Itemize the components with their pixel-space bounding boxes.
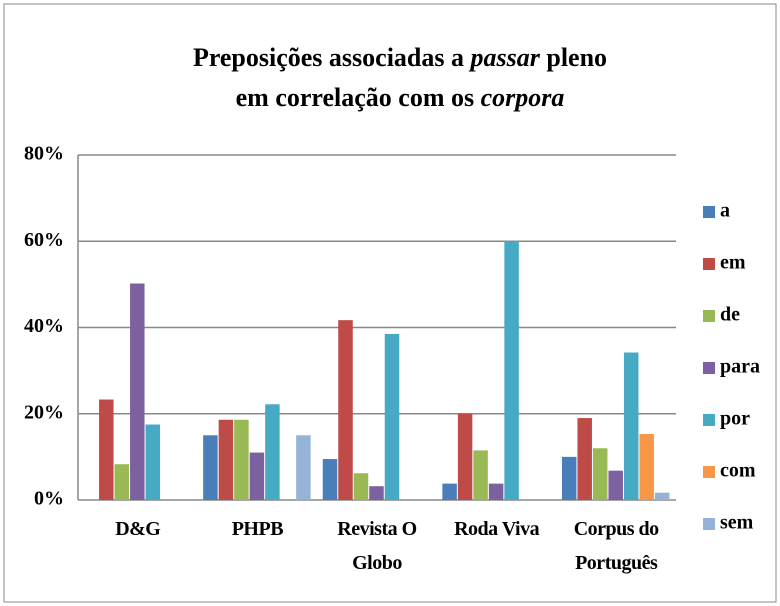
legend-label: por: [720, 408, 750, 430]
bar: [369, 486, 384, 500]
chart-title: Preposições associadas a passar pleno: [193, 43, 607, 72]
x-tick-label: Corpus do Português: [573, 518, 659, 574]
bar: [457, 413, 473, 500]
title-part: passar: [469, 43, 541, 72]
title-part: corpora: [481, 83, 565, 112]
bar: [114, 464, 130, 500]
bar: [249, 452, 265, 500]
bar: [130, 283, 145, 500]
y-tick-label: 60%: [24, 229, 64, 251]
bar: [442, 483, 457, 500]
title-part: Preposições associadas a: [193, 43, 464, 72]
x-tick-label: Revista O Globo: [337, 518, 417, 574]
title-part: pleno: [546, 43, 607, 72]
y-tick-label: 0%: [34, 488, 64, 510]
legend-label: sem: [720, 512, 754, 534]
bar: [353, 473, 369, 500]
bar: [145, 424, 161, 500]
bar: [639, 434, 654, 500]
legend-swatch: [703, 518, 715, 530]
bar: [592, 448, 608, 500]
legend-label: em: [720, 252, 746, 274]
bar: [265, 404, 280, 500]
legend-label: para: [720, 356, 760, 378]
bar: [296, 435, 311, 500]
bar: [322, 459, 338, 500]
legend-swatch: [703, 310, 715, 322]
legend-label: de: [720, 304, 740, 326]
x-tick-label: Roda Viva: [454, 518, 540, 540]
bar: [488, 483, 504, 500]
y-tick-label: 40%: [24, 315, 64, 337]
bar: [504, 241, 519, 500]
y-tick-label: 80%: [24, 143, 64, 165]
x-tick-label: D&G: [115, 518, 161, 540]
bar: [608, 470, 623, 500]
bar: [384, 333, 400, 500]
bar: [99, 399, 114, 500]
bar: [218, 419, 234, 500]
legend-swatch: [703, 414, 715, 426]
bar: [577, 418, 592, 500]
legend-swatch: [703, 466, 715, 478]
bar: [473, 450, 488, 500]
bar: [561, 456, 577, 500]
bar: [654, 492, 670, 500]
y-tick-label: 20%: [24, 401, 64, 423]
legend-label: com: [720, 460, 756, 482]
bar: [234, 419, 249, 500]
title-part: em correlação com os: [236, 83, 474, 112]
legend-label: a: [720, 200, 730, 222]
bar: [203, 435, 218, 500]
legend-swatch: [703, 206, 715, 218]
bar: [338, 320, 353, 500]
legend-swatch: [703, 362, 715, 374]
chart-title: em correlação com os corpora: [236, 83, 565, 112]
legend-swatch: [703, 258, 715, 270]
bar: [623, 352, 639, 500]
x-tick-label: PHPB: [231, 518, 284, 540]
